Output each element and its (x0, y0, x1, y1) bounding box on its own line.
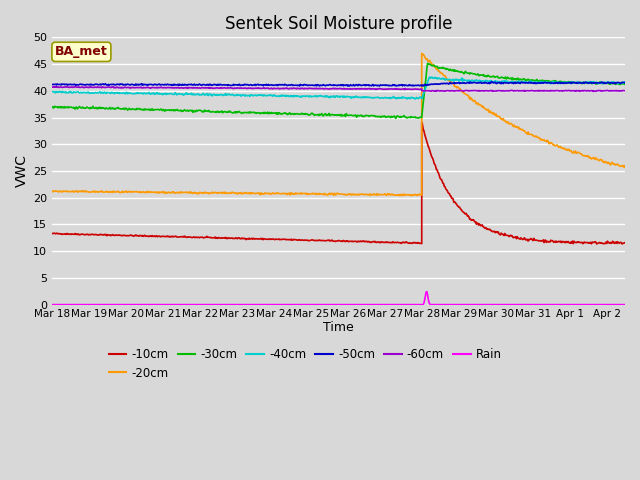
X-axis label: Time: Time (323, 321, 354, 334)
Legend: -10cm, -20cm, -30cm, -40cm, -50cm, -60cm, Rain: -10cm, -20cm, -30cm, -40cm, -50cm, -60cm… (104, 343, 506, 384)
Title: Sentek Soil Moisture profile: Sentek Soil Moisture profile (225, 15, 452, 33)
Y-axis label: VWC: VWC (15, 155, 29, 188)
Text: BA_met: BA_met (55, 45, 108, 59)
